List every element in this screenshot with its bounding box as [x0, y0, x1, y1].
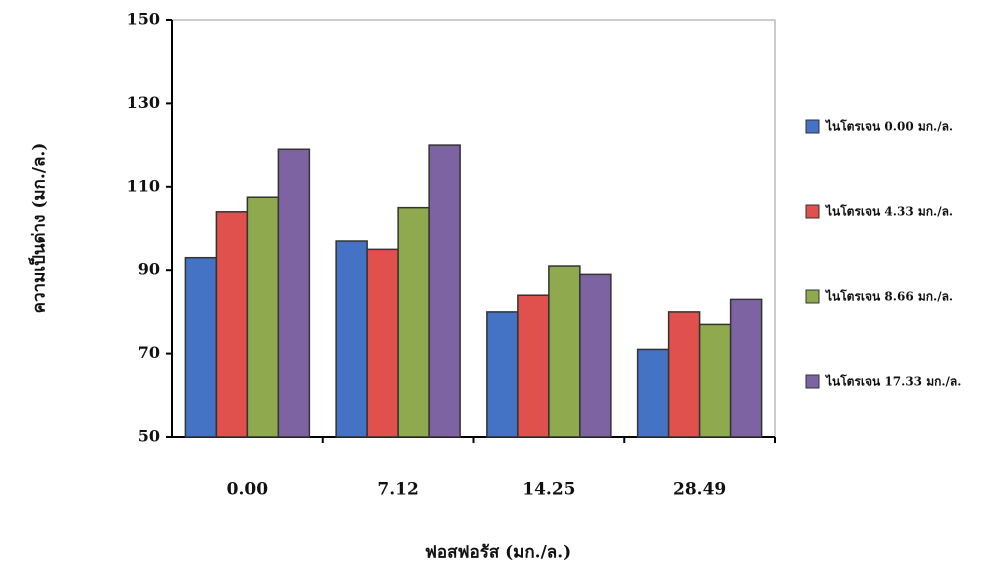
- bar: [366, 248, 399, 438]
- bar: [215, 211, 249, 438]
- legend-label: ไนโตรเจน 4.33 มก./ล.: [824, 204, 953, 219]
- legend-swatch: [805, 204, 820, 219]
- y-tick-label: 90: [138, 260, 160, 279]
- bar: [548, 265, 581, 438]
- x-tick-label: 7.12: [377, 480, 418, 500]
- y-tick-label: 50: [138, 427, 160, 446]
- y-tick-label: 110: [127, 176, 160, 195]
- bar: [246, 196, 280, 438]
- x-tick-label: 14.25: [522, 480, 575, 500]
- bar: [397, 206, 430, 438]
- bar: [579, 273, 612, 438]
- bar: [277, 148, 311, 438]
- bar: [335, 240, 368, 438]
- x-tick-label: 28.49: [673, 480, 726, 500]
- y-tick-label: 70: [138, 343, 160, 362]
- bar: [428, 144, 461, 438]
- bar: [486, 311, 519, 438]
- bar: [184, 256, 218, 438]
- y-tick-label: 130: [127, 93, 160, 112]
- bar: [698, 323, 732, 438]
- legend-swatch: [805, 289, 820, 304]
- legend-swatch: [805, 119, 820, 134]
- x-axis-title: ฟอสฟอรัส (มก./ล.): [425, 543, 571, 563]
- legend-label: ไนโตรเจน 0.00 มก./ล.: [824, 119, 953, 134]
- y-axis-title: ความเป็นด่าง (มก./ล.): [27, 143, 50, 314]
- bar: [636, 348, 670, 438]
- bar: [667, 311, 701, 438]
- y-tick-label: 150: [127, 10, 160, 29]
- legend-label: ไนโตรเจน 8.66 มก./ล.: [824, 289, 953, 304]
- legend-swatch: [805, 374, 820, 389]
- legend-label: ไนโตรเจน 17.33 มก./ล.: [824, 374, 961, 389]
- bar: [517, 294, 550, 438]
- x-tick-label: 0.00: [227, 480, 269, 500]
- bar: [729, 298, 763, 438]
